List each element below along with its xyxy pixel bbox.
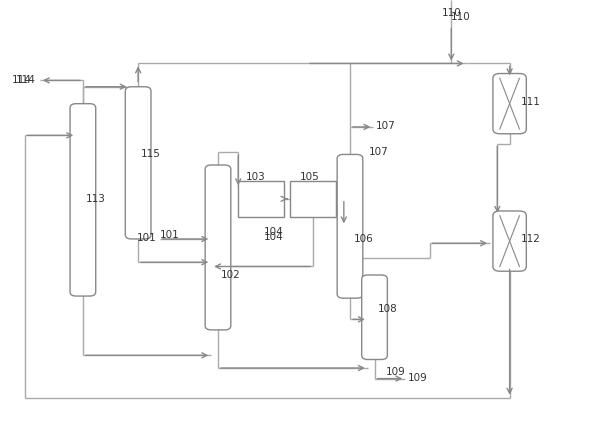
FancyBboxPatch shape [362,275,387,360]
Text: 109: 109 [386,367,405,377]
Text: 101: 101 [137,233,157,243]
Text: 110: 110 [441,8,461,18]
Text: 109: 109 [408,373,427,383]
FancyBboxPatch shape [493,211,526,271]
Text: 103: 103 [246,172,265,182]
Text: 107: 107 [376,121,395,131]
Text: 110: 110 [451,12,471,22]
Text: 105: 105 [300,172,319,182]
Text: 115: 115 [141,149,161,159]
FancyBboxPatch shape [493,74,526,134]
Text: 111: 111 [521,96,540,107]
Text: 114: 114 [12,74,32,85]
Text: 101: 101 [160,230,179,240]
Text: 104: 104 [264,227,284,237]
Text: 102: 102 [221,270,241,280]
FancyBboxPatch shape [70,104,96,296]
Text: 104: 104 [264,232,284,242]
FancyBboxPatch shape [125,87,151,239]
Text: 108: 108 [378,304,398,314]
FancyBboxPatch shape [205,165,231,330]
FancyBboxPatch shape [337,154,363,298]
Text: 107: 107 [368,147,388,157]
Text: 112: 112 [521,234,540,244]
Bar [238,181,284,217]
Text: 113: 113 [86,194,106,204]
Text: 114: 114 [16,74,36,85]
Text: 106: 106 [354,234,373,244]
Bar [290,181,336,217]
